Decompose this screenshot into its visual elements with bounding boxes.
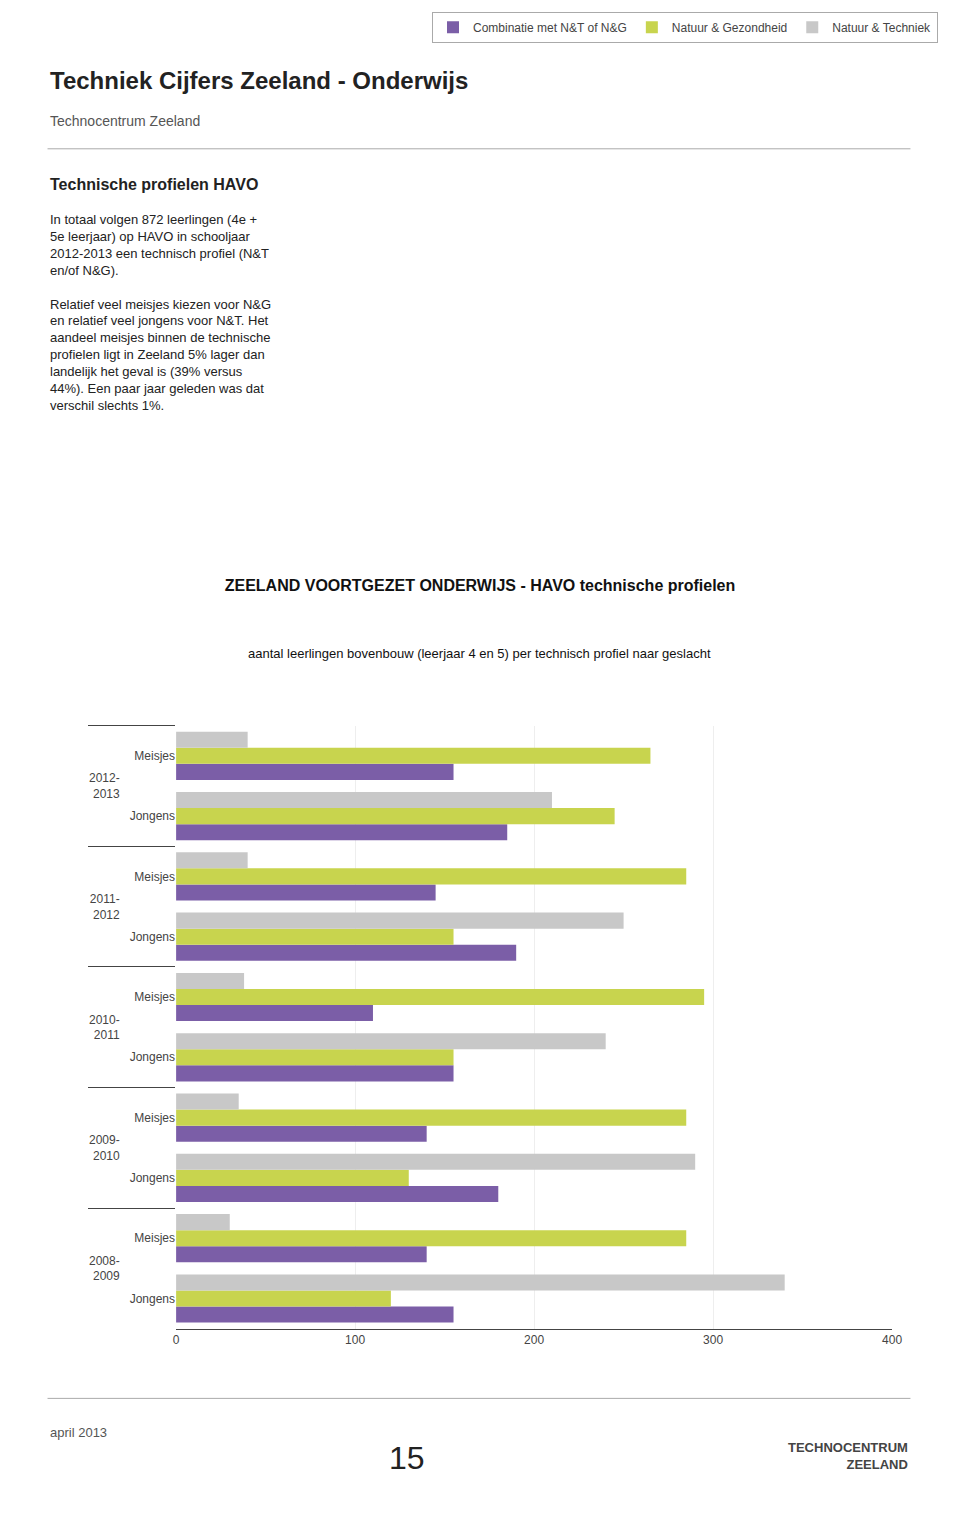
- svg-text:Jongens: Jongens: [130, 930, 175, 944]
- svg-text:Jongens: Jongens: [130, 809, 175, 823]
- svg-text:Jongens: Jongens: [130, 1171, 175, 1185]
- svg-text:2012-2013: 2012-2013: [89, 771, 120, 801]
- svg-text:Meisjes: Meisjes: [134, 749, 175, 763]
- svg-text:aantal leerlingen bovenbouw (l: aantal leerlingen bovenbouw (leerjaar 4 …: [248, 646, 711, 661]
- svg-text:2009-2010: 2009-2010: [89, 1133, 120, 1163]
- svg-text:ZEELAND VOORTGEZET ONDERWIJS -: ZEELAND VOORTGEZET ONDERWIJS - HAVO tech…: [225, 577, 736, 594]
- svg-text:Meisjes: Meisjes: [134, 870, 175, 884]
- svg-text:TECHNOCENTRUMZEELAND: TECHNOCENTRUMZEELAND: [788, 1440, 908, 1472]
- svg-text:15: 15: [389, 1440, 425, 1476]
- svg-text:Jongens: Jongens: [130, 1050, 175, 1064]
- svg-text:2008-2009: 2008-2009: [89, 1254, 120, 1284]
- svg-text:Natuur & Techniek: Natuur & Techniek: [832, 21, 931, 35]
- svg-text:100: 100: [345, 1333, 365, 1347]
- svg-text:400: 400: [882, 1333, 902, 1347]
- svg-text:0: 0: [173, 1333, 180, 1347]
- svg-text:300: 300: [703, 1333, 723, 1347]
- svg-text:Jongens: Jongens: [130, 1292, 175, 1306]
- svg-text:Meisjes: Meisjes: [134, 1231, 175, 1245]
- svg-text:2010-2011: 2010-2011: [89, 1013, 120, 1043]
- svg-text:april 2013: april 2013: [50, 1425, 107, 1440]
- svg-text:Techniek Cijfers Zeeland - Ond: Techniek Cijfers Zeeland - Onderwijs: [50, 67, 468, 94]
- svg-text:2011-2012: 2011-2012: [90, 892, 120, 922]
- svg-text:Combinatie met N&T of N&G: Combinatie met N&T of N&G: [473, 21, 627, 35]
- svg-text:Technische profielen HAVO: Technische profielen HAVO: [50, 176, 258, 193]
- svg-text:Meisjes: Meisjes: [134, 1111, 175, 1125]
- svg-text:In totaal volgen 872 leerlinge: In totaal volgen 872 leerlingen (4e +5e …: [50, 212, 271, 413]
- svg-text:Natuur & Gezondheid: Natuur & Gezondheid: [672, 21, 787, 35]
- svg-text:Technocentrum Zeeland: Technocentrum Zeeland: [50, 113, 200, 129]
- svg-text:200: 200: [524, 1333, 544, 1347]
- svg-text:Meisjes: Meisjes: [134, 990, 175, 1004]
